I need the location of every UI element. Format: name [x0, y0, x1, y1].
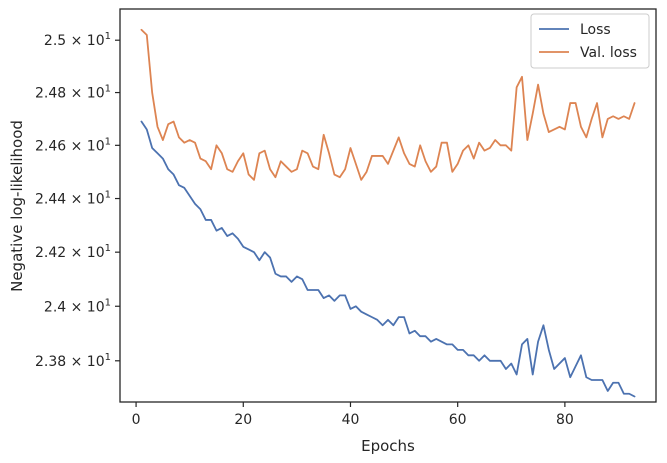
y-tick-label: 2.5 × 101 — [44, 31, 111, 49]
series-line-loss — [140, 120, 636, 398]
legend-label-loss: Loss — [580, 22, 611, 38]
y-axis: 2.38 × 101 2.4 × 101 2.42 × 101 2.44 × 101 2… — [35, 31, 120, 370]
y-axis-label: Negative log-likelihood — [8, 120, 26, 292]
x-tick-label: 20 — [234, 412, 252, 428]
x-tick-label: 60 — [449, 412, 467, 428]
series-layer — [140, 28, 636, 398]
y-tick-label: 2.42 × 101 — [35, 243, 111, 261]
y-tick-label: 2.48 × 101 — [35, 84, 111, 102]
x-tick-label: 80 — [556, 412, 574, 428]
y-tick-label: 2.46 × 101 — [35, 136, 111, 154]
x-tick-label: 40 — [342, 412, 360, 428]
y-tick-label: 2.38 × 101 — [35, 352, 111, 370]
plot-area-frame — [119, 8, 657, 403]
legend-box — [530, 13, 650, 69]
y-tick-label: 2.4 × 101 — [44, 297, 111, 315]
y-tick-label: 2.44 × 101 — [35, 190, 111, 208]
legend-label-val-loss: Val. loss — [580, 45, 637, 61]
x-axis-label: Epochs — [361, 437, 415, 455]
x-axis: 0 20 40 60 80 — [132, 402, 574, 428]
x-tick-label: 0 — [132, 412, 141, 428]
legend: Loss Val. loss — [530, 13, 650, 69]
series-line-val-loss — [140, 28, 636, 181]
